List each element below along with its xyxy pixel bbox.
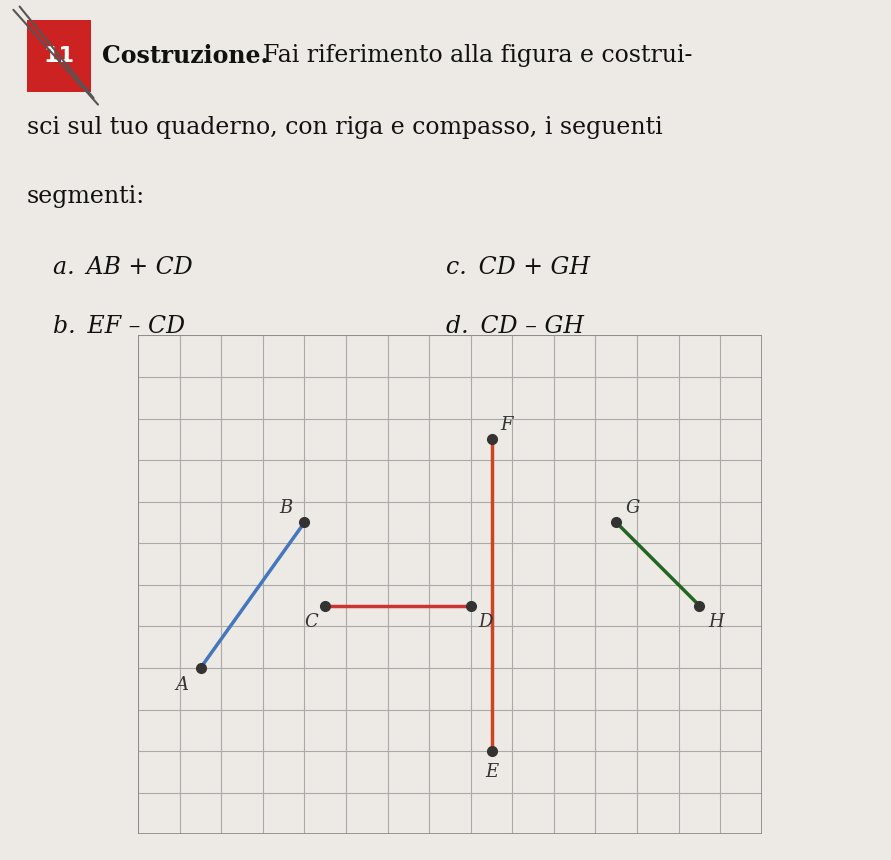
- Text: A: A: [176, 676, 188, 693]
- Text: B: B: [279, 499, 292, 517]
- Text: C: C: [304, 613, 317, 631]
- Text: Fai riferimento alla figura e costrui-: Fai riferimento alla figura e costrui-: [263, 44, 692, 67]
- Text: F: F: [500, 415, 512, 433]
- Text: sci sul tuo quaderno, con riga e compasso, i seguenti: sci sul tuo quaderno, con riga e compass…: [27, 116, 662, 139]
- Text: E: E: [485, 763, 498, 781]
- Text: a. AB + CD: a. AB + CD: [53, 256, 193, 280]
- Text: c. CD + GH: c. CD + GH: [446, 256, 590, 280]
- FancyBboxPatch shape: [27, 20, 91, 91]
- Text: Costruzione.: Costruzione.: [102, 44, 269, 68]
- Text: H: H: [708, 613, 723, 631]
- Text: D: D: [478, 613, 493, 631]
- Text: G: G: [625, 499, 640, 517]
- Text: b. EF – CD: b. EF – CD: [53, 316, 185, 338]
- Text: d. CD – GH: d. CD – GH: [446, 316, 584, 338]
- Text: 11: 11: [44, 46, 74, 65]
- Text: segmenti:: segmenti:: [27, 185, 145, 207]
